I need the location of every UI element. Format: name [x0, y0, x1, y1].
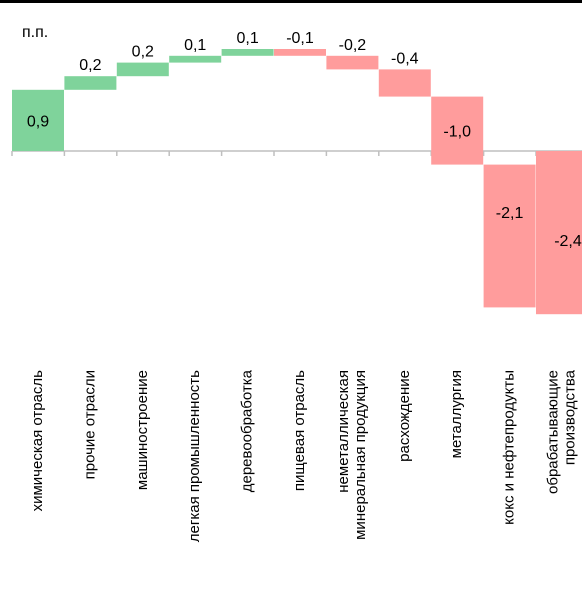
bar	[12, 89, 64, 151]
bar	[483, 164, 536, 308]
category-label: кокс и нефтепродукты	[501, 370, 518, 525]
data-label: 0,1	[236, 30, 258, 47]
bar	[221, 49, 274, 56]
data-label: 0,9	[27, 113, 49, 130]
category-label: машиностроение	[134, 370, 151, 490]
bar	[536, 151, 582, 315]
bar	[431, 96, 484, 165]
data-label: -0,1	[286, 30, 314, 47]
top-border-line	[0, 0, 582, 3]
data-label: 0,1	[184, 37, 206, 54]
category-label: обрабатывающие	[544, 370, 561, 494]
category-label: легкая промышленность	[186, 370, 203, 542]
category-label: химическая отрасль	[29, 370, 46, 512]
category-label: производства	[561, 369, 578, 465]
data-label: -1,0	[443, 124, 471, 141]
category-label: расхождение	[396, 370, 413, 462]
category-label: деревообработка	[239, 369, 256, 492]
category-label: металлургия	[448, 370, 465, 458]
bar	[326, 55, 379, 70]
bar	[116, 62, 169, 77]
unit-label: п.п.	[22, 24, 49, 41]
category-label: неметаллическая	[335, 370, 352, 493]
data-label: -0,2	[339, 37, 367, 54]
category-label: прочие отрасли	[81, 370, 98, 479]
category-label: пищевая отрасль	[291, 370, 308, 491]
data-label: 0,2	[79, 57, 101, 74]
category-label: минеральная продукция	[352, 370, 369, 540]
bar	[274, 49, 326, 56]
bar	[169, 55, 222, 63]
data-label: -2,4	[554, 233, 582, 250]
bar	[378, 69, 431, 97]
data-label: 0,2	[132, 44, 154, 61]
data-label: -0,4	[391, 50, 419, 67]
data-label: -2,1	[496, 205, 524, 222]
bar	[64, 76, 117, 90]
